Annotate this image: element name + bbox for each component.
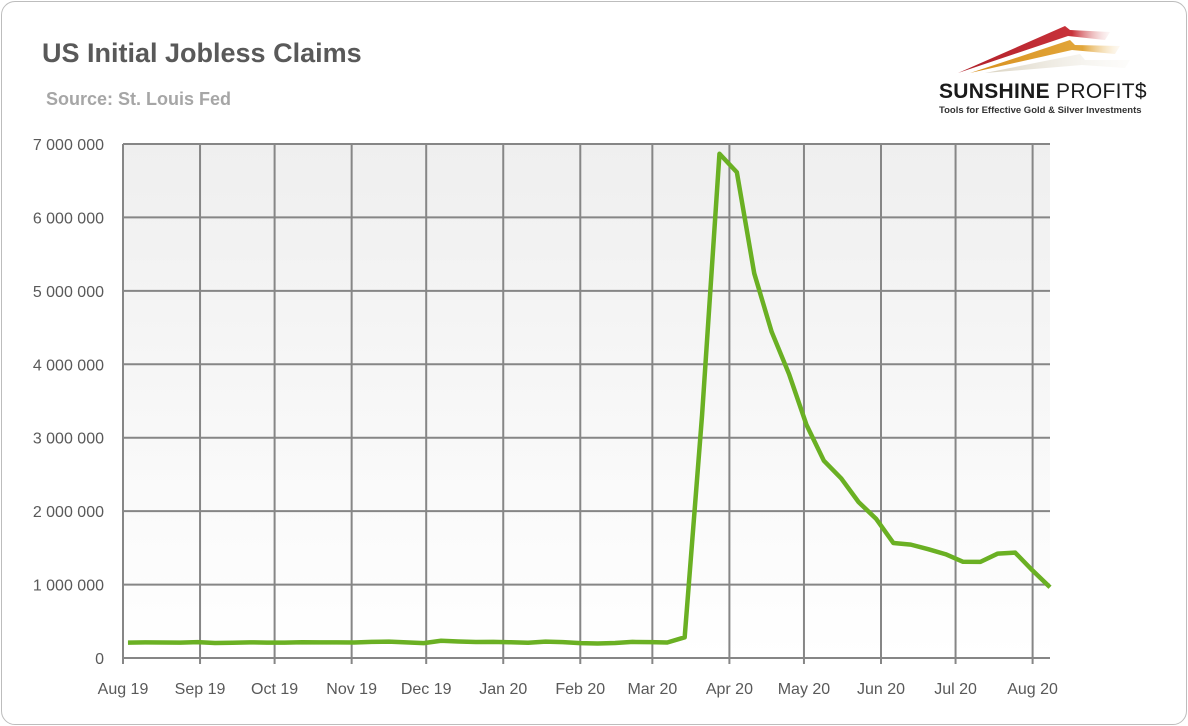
sunshine-profits-logo: SUNSHINE PROFIT$ Tools for Effective Gol… xyxy=(930,18,1170,118)
x-tick-label: Jan 20 xyxy=(479,681,527,698)
logo-name: SUNSHINE PROFIT$ xyxy=(939,80,1147,103)
logo-rays-icon xyxy=(958,26,1130,73)
x-tick-label: Nov 19 xyxy=(326,681,377,698)
y-tick-label: 5 000 000 xyxy=(33,284,104,301)
y-tick-label: 7 000 000 xyxy=(33,137,104,154)
x-tick-label: Oct 19 xyxy=(251,681,298,698)
x-tick-label: Sep 19 xyxy=(175,681,226,698)
x-tick-label: Jun 20 xyxy=(857,681,905,698)
x-tick-label: Feb 20 xyxy=(555,681,605,698)
x-tick-label: May 20 xyxy=(778,681,831,698)
x-tick-label: Mar 20 xyxy=(627,681,677,698)
y-tick-label: 4 000 000 xyxy=(33,357,104,374)
logo-tagline: Tools for Effective Gold & Silver Invest… xyxy=(939,105,1142,116)
x-tick-label: Apr 20 xyxy=(706,681,753,698)
plot-area xyxy=(123,144,1050,658)
chart-subtitle: Source: St. Louis Fed xyxy=(46,89,232,109)
x-tick-label: Aug 19 xyxy=(98,681,149,698)
series-line xyxy=(127,151,1052,646)
x-tick-label: Jul 20 xyxy=(934,681,977,698)
y-tick-label: 3 000 000 xyxy=(33,431,104,448)
y-tick-label: 0 xyxy=(95,651,104,668)
x-tick-label: Dec 19 xyxy=(401,681,452,698)
y-tick-label: 2 000 000 xyxy=(33,504,104,521)
y-tick-label: 6 000 000 xyxy=(33,210,104,227)
y-tick-label: 1 000 000 xyxy=(33,578,104,595)
chart-title: US Initial Jobless Claims xyxy=(42,38,362,68)
x-tick-label: Aug 20 xyxy=(1007,681,1058,698)
